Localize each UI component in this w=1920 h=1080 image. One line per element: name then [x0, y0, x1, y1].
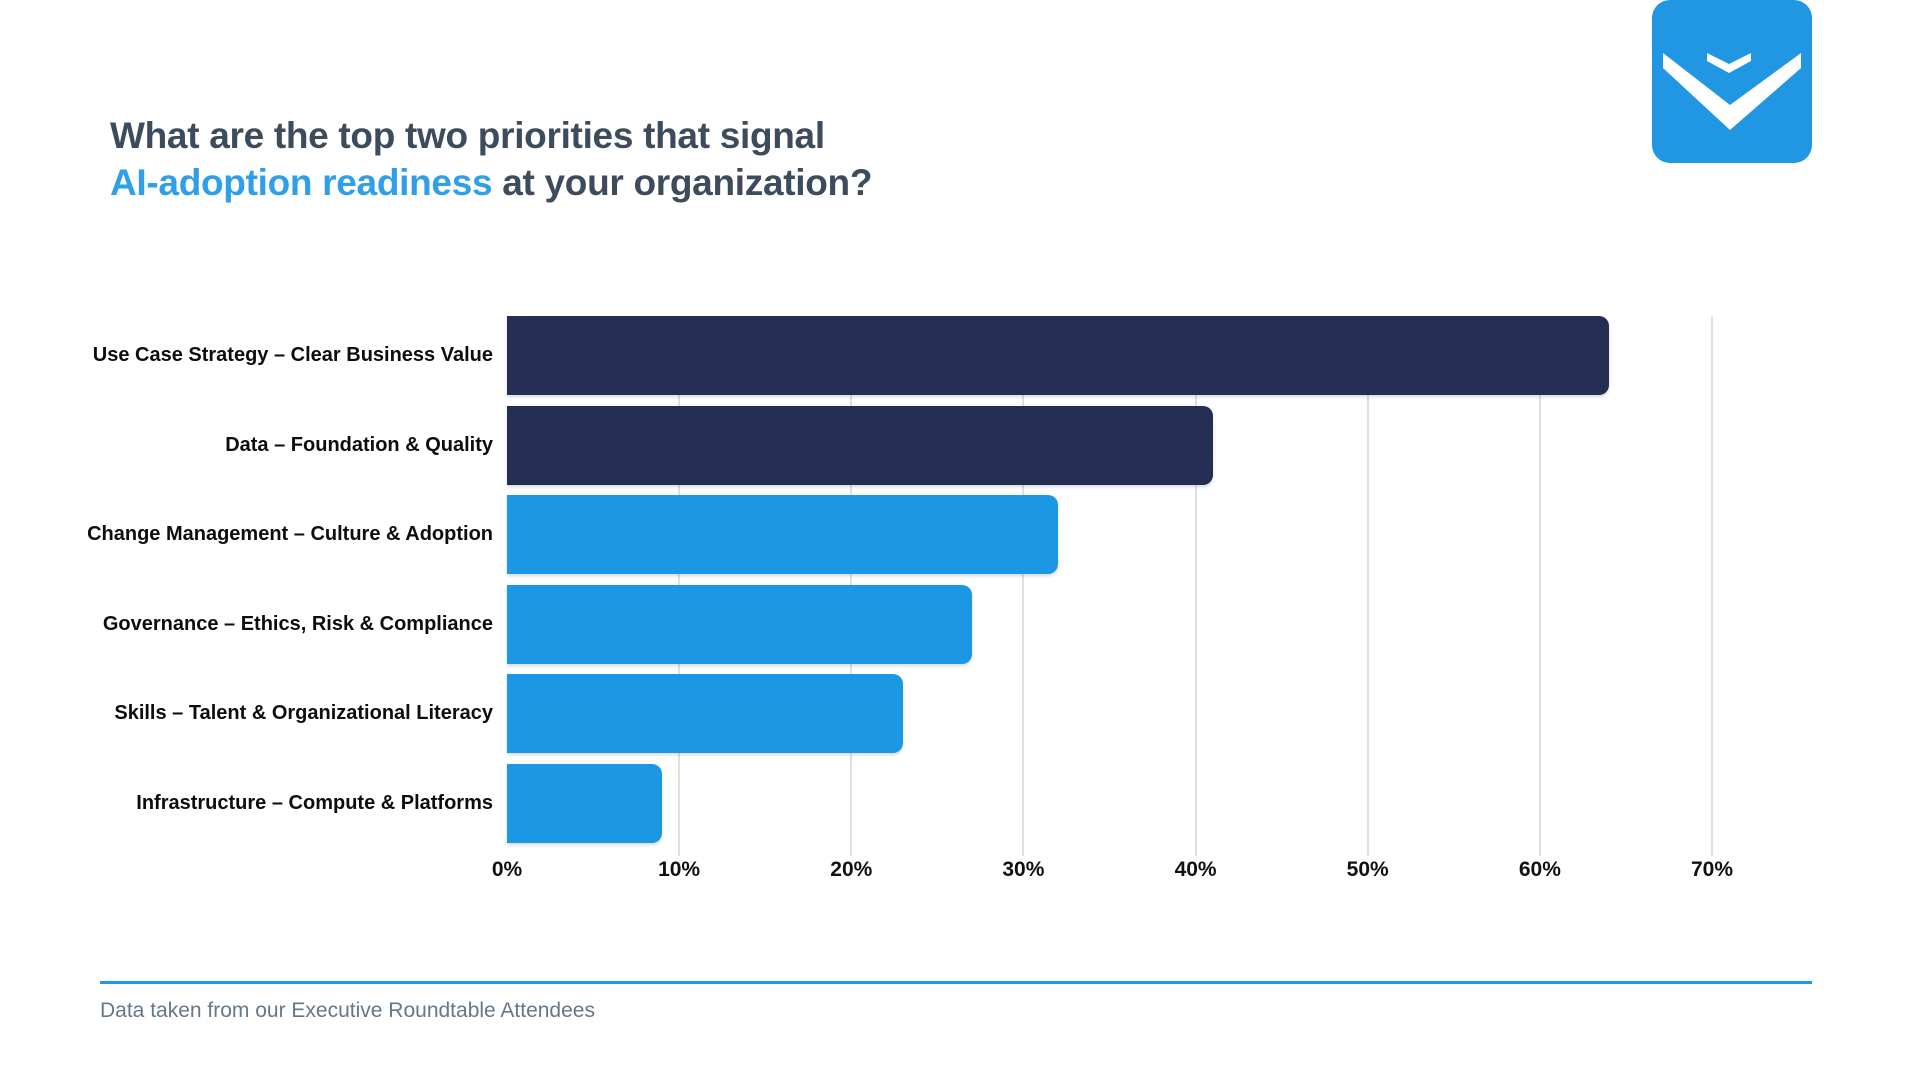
title-accent: AI-adoption readiness	[110, 162, 493, 203]
x-tick-40pct: 40%	[1174, 858, 1217, 881]
gridline-30	[1022, 316, 1025, 856]
gridline-50	[1366, 316, 1369, 856]
x-axis: 0% 10% 20% 30% 40% 50% 60% 70%	[492, 858, 1733, 890]
category-labels: Use Case Strategy – Clear Business Value…	[87, 316, 493, 856]
x-tick-0pct: 0%	[491, 858, 523, 881]
x-tick-30pct: 30%	[1002, 858, 1045, 881]
bar-row-5	[507, 674, 903, 753]
footer-divider	[100, 981, 1812, 984]
category-label-4: Governance – Ethics, Risk & Compliance	[102, 613, 493, 635]
gridline-40	[1194, 316, 1197, 856]
bar-row-4	[507, 585, 972, 664]
category-label-6: Infrastructure – Compute & Platforms	[136, 792, 493, 814]
gridline-60	[1538, 316, 1541, 856]
brand-logo	[1652, 0, 1812, 163]
category-label-3: Change Management – Culture & Adoption	[87, 523, 493, 545]
title-line-2-rest: at your organization?	[492, 162, 873, 203]
bar-row-6	[507, 764, 662, 843]
x-tick-50pct: 50%	[1346, 858, 1389, 881]
x-tick-10pct: 10%	[658, 858, 701, 881]
bar-chart-plot	[507, 316, 1713, 856]
footer-note: Data taken from our Executive Roundtable…	[100, 999, 595, 1022]
page-title: What are the top two priorities that sig…	[110, 112, 872, 206]
category-label-2: Data – Foundation & Quality	[225, 434, 493, 456]
x-tick-70pct: 70%	[1690, 858, 1734, 881]
bar-row-2	[507, 406, 1213, 485]
x-tick-20pct: 20%	[830, 858, 873, 881]
title-line-1: What are the top two priorities that sig…	[110, 115, 825, 156]
bar-row-1	[507, 316, 1609, 395]
category-label-1: Use Case Strategy – Clear Business Value	[92, 344, 493, 366]
x-tick-60pct: 60%	[1518, 858, 1561, 881]
bar-row-3	[507, 495, 1058, 574]
gridline-70	[1711, 316, 1713, 856]
category-label-5: Skills – Talent & Organizational Literac…	[114, 702, 493, 724]
